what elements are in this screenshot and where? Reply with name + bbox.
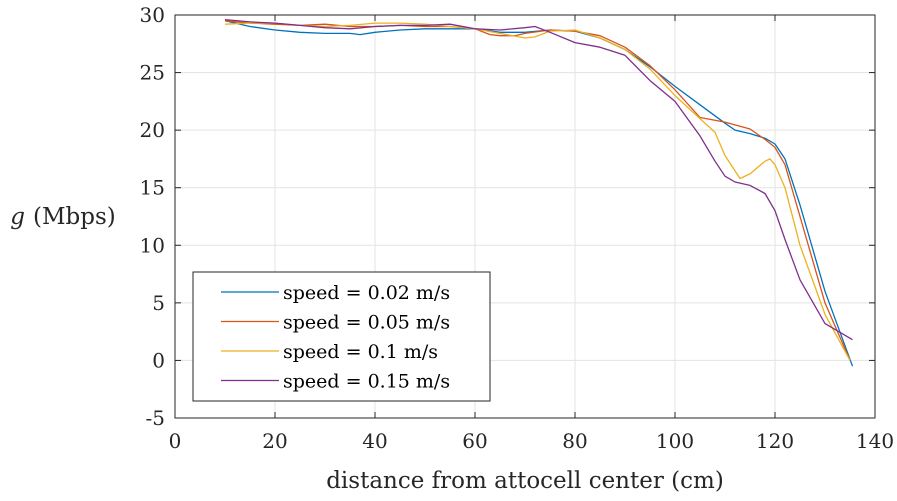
x-tick-label: 120 xyxy=(756,429,794,453)
y-tick-label: 30 xyxy=(140,3,165,27)
series-line-3 xyxy=(224,22,851,361)
legend-label-3: speed = 0.1 m/s xyxy=(283,341,438,363)
y-tick-label: -5 xyxy=(146,406,165,430)
y-axis-label-unit: (Mbps) xyxy=(33,204,116,230)
x-tick-label: 0 xyxy=(169,429,182,453)
y-tick-label: 20 xyxy=(140,118,165,142)
legend-label-2: speed = 0.05 m/s xyxy=(283,312,450,334)
x-tick-label: 140 xyxy=(856,429,894,453)
y-axis-label: g (Mbps) xyxy=(10,204,115,230)
legend-label-4: speed = 0.15 m/s xyxy=(283,371,450,393)
y-tick-label: 5 xyxy=(152,291,165,315)
x-tick-label: 20 xyxy=(262,429,287,453)
legend-label-1: speed = 0.02 m/s xyxy=(283,282,450,304)
y-tick-label: 10 xyxy=(140,233,165,257)
x-tick-label: 60 xyxy=(462,429,487,453)
legend: speed = 0.02 m/s speed = 0.05 m/s speed = … xyxy=(192,271,491,402)
series-lines xyxy=(224,18,854,367)
x-tick-label: 40 xyxy=(362,429,387,453)
x-tick-label: 100 xyxy=(656,429,694,453)
plot-area-frame xyxy=(174,14,876,419)
y-axis-label-variable: g xyxy=(10,204,25,230)
series-line-4 xyxy=(224,18,853,341)
axis-ticks xyxy=(174,14,876,419)
x-axis-label: distance from attocell center (cm) xyxy=(326,468,724,494)
x-tick-label: 80 xyxy=(562,429,587,453)
legend-box xyxy=(192,271,491,402)
y-tick-label: 15 xyxy=(140,176,165,200)
y-tick-label: 0 xyxy=(152,348,165,372)
y-tick-label: 25 xyxy=(140,61,165,85)
